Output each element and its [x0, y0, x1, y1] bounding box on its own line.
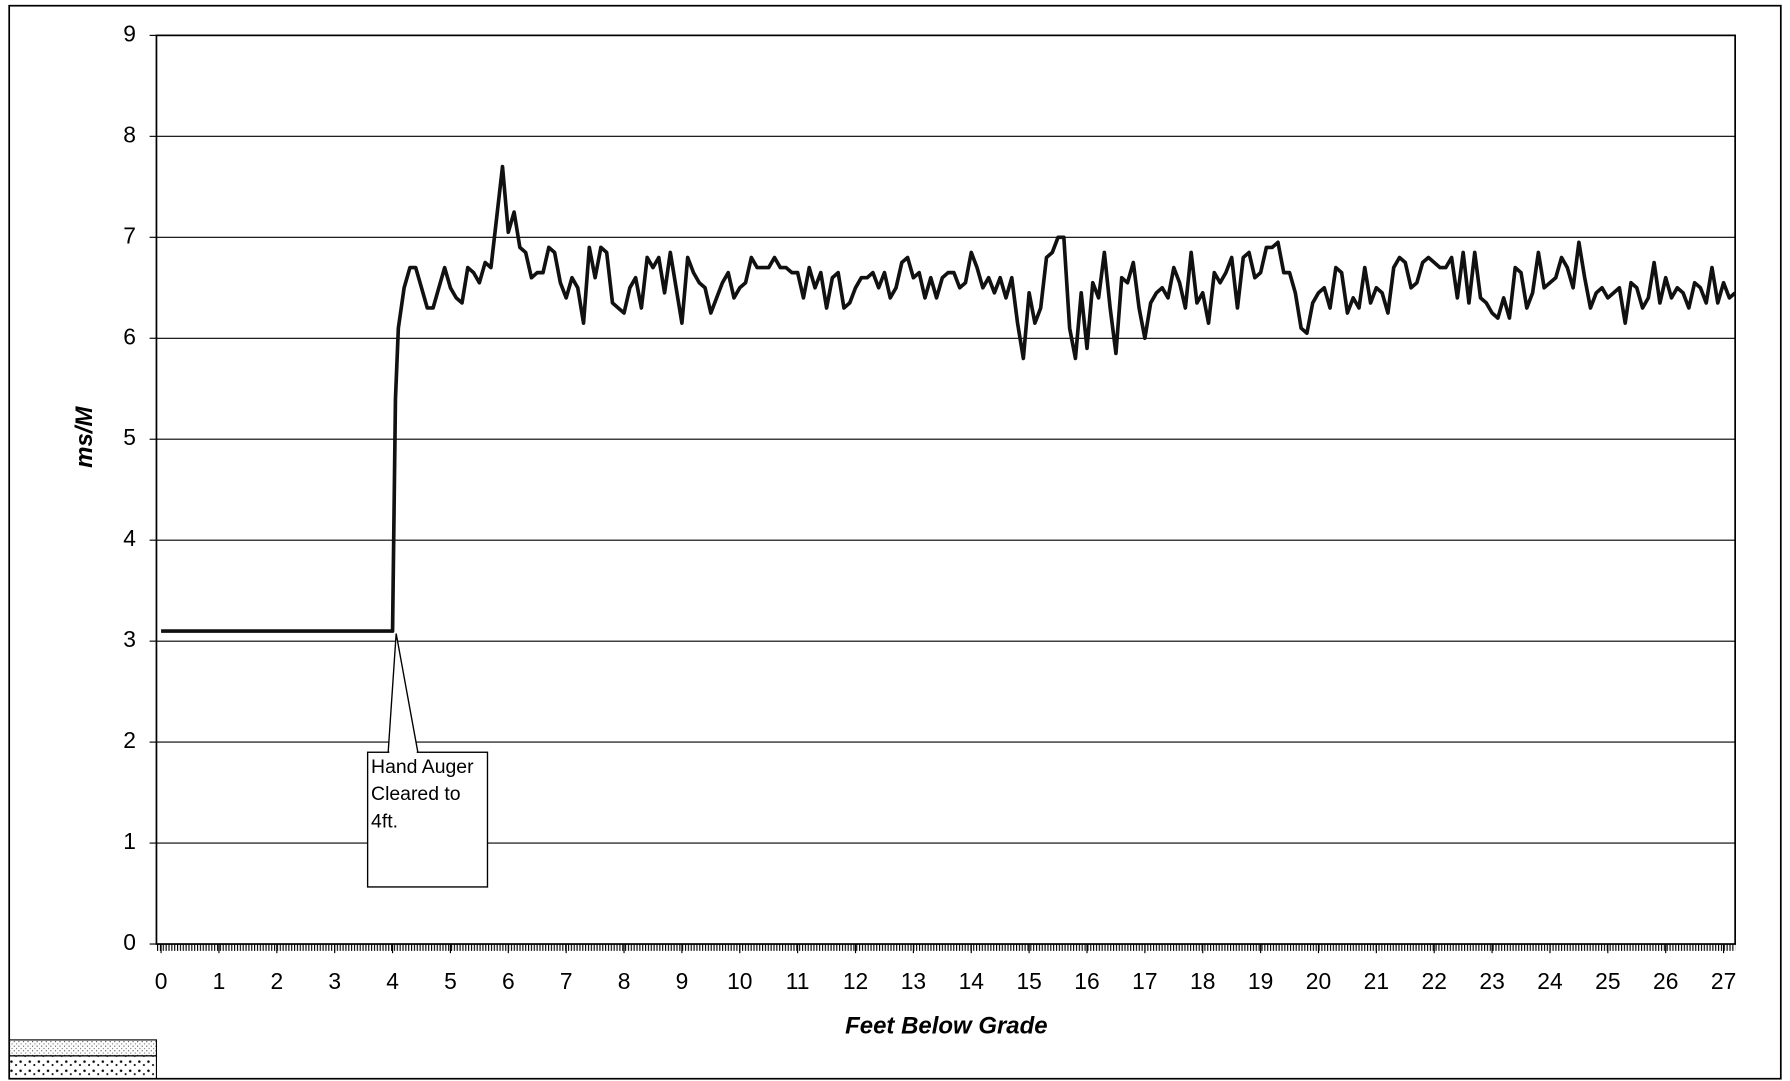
y-tick-label: 6	[123, 323, 136, 349]
x-tick-label: 9	[676, 968, 689, 994]
x-tick-label: 19	[1248, 968, 1273, 994]
y-tick-label: 0	[123, 929, 136, 955]
callout-box	[366, 751, 489, 888]
x-tick-label: 24	[1537, 968, 1563, 994]
x-tick-label: 18	[1190, 968, 1215, 994]
x-tick-label: 26	[1653, 968, 1678, 994]
x-tick-label: 7	[560, 968, 573, 994]
x-tick-label: 4	[386, 968, 399, 994]
annotation: Hand Auger Cleared to 4ft.	[371, 755, 474, 833]
x-tick-label: 21	[1364, 968, 1389, 994]
x-tick-label: 14	[959, 968, 985, 994]
x-axis-title: Feet Below Grade	[845, 1013, 1047, 1040]
x-tick-label: 13	[901, 968, 926, 994]
y-tick-label: 8	[123, 121, 136, 147]
callout: Hand Auger Cleared to 4ft.	[371, 755, 474, 833]
y-tick-label: 9	[123, 20, 136, 46]
x-tick-label: 5	[444, 968, 457, 994]
minor-ticks	[156, 944, 1736, 951]
y-tick-label: 3	[123, 626, 136, 652]
x-tick-label: 3	[328, 968, 341, 994]
soil-swatch-bottom	[8, 1055, 158, 1080]
x-tick-label: 22	[1422, 968, 1447, 994]
x-tick-label: 12	[843, 968, 868, 994]
y-tick-label: 4	[123, 525, 136, 551]
y-tick-label: 5	[123, 424, 136, 450]
soil-swatch-top	[8, 1039, 158, 1057]
x-tick-label: 1	[213, 968, 226, 994]
x-tick-label: 0	[155, 968, 168, 994]
x-tick-label: 20	[1306, 968, 1331, 994]
x-tick-label: 6	[502, 968, 515, 994]
x-tick-label: 25	[1595, 968, 1620, 994]
y-tick-label: 2	[123, 727, 136, 753]
x-tick-label: 17	[1132, 968, 1157, 994]
data-line	[161, 164, 1737, 633]
x-tick-label: 10	[727, 968, 752, 994]
x-tick-label: 8	[618, 968, 631, 994]
x-tick-label: 23	[1479, 968, 1504, 994]
x-tick-label: 15	[1016, 968, 1041, 994]
x-tick-label: 16	[1074, 968, 1099, 994]
y-tick-label: 1	[123, 828, 136, 854]
x-tick-label: 27	[1711, 968, 1736, 994]
x-tick-label: 2	[270, 968, 283, 994]
y-tick-label: 7	[123, 222, 136, 248]
x-tick-label: 11	[786, 968, 810, 994]
y-axis-title: ms/M	[71, 406, 98, 468]
